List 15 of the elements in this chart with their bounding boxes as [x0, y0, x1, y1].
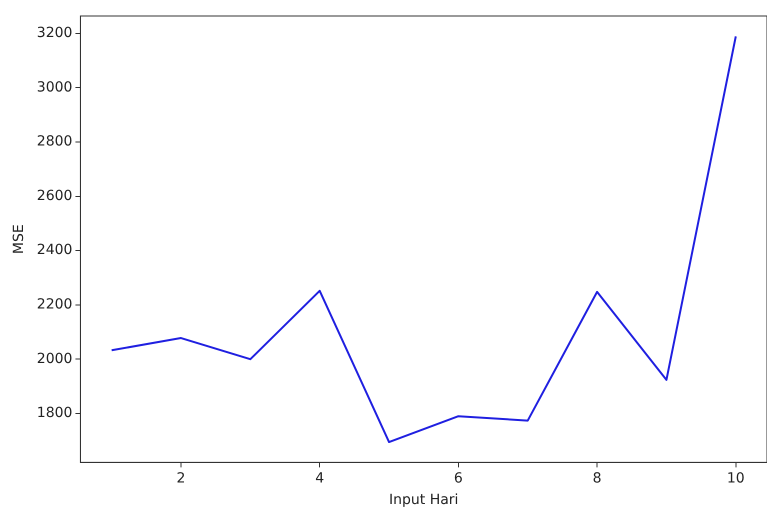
- x-tick-label: 6: [454, 470, 463, 486]
- y-tick-label: 2200: [36, 296, 72, 313]
- x-tick-label: 10: [726, 470, 745, 486]
- y-axis-title: MSE: [11, 224, 28, 254]
- x-tick-label: 8: [592, 470, 602, 486]
- y-tick-label: 3200: [36, 25, 72, 42]
- y-tick-label: 2800: [36, 134, 72, 150]
- y-tick-label: 3000: [36, 79, 72, 96]
- y-tick-label: 2600: [36, 188, 72, 204]
- y-tick-label: 1800: [36, 405, 72, 422]
- x-axis-title: Input Hari: [388, 492, 458, 508]
- x-tick-label: 4: [315, 470, 324, 486]
- x-tick-label: 2: [176, 470, 186, 486]
- y-tick-label: 2000: [36, 350, 72, 367]
- y-tick-label: 2400: [36, 242, 72, 258]
